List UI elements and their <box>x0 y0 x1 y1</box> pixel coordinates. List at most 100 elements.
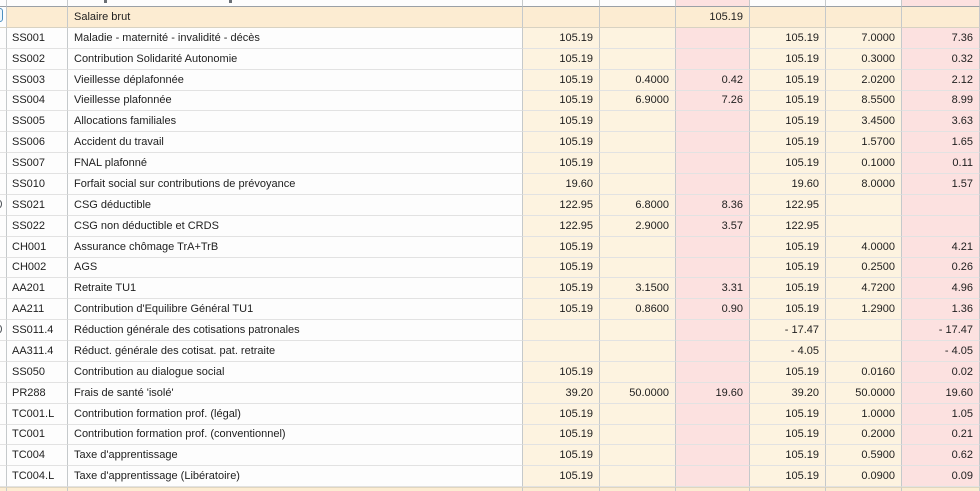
label-cell[interactable]: CSG déductible <box>68 194 523 216</box>
rate-employer-cell[interactable] <box>826 341 902 362</box>
base-employee-cell[interactable]: 105.19 <box>523 27 600 49</box>
rate-employee-cell[interactable] <box>600 361 676 383</box>
rate-employee-cell[interactable] <box>600 424 676 446</box>
rate-employee-cell[interactable]: 50.0000 <box>600 382 676 404</box>
base-employer-cell[interactable] <box>750 7 826 28</box>
amount-employer-cell[interactable]: 0.21 <box>902 424 980 446</box>
base-employee-cell[interactable] <box>523 7 600 28</box>
code-cell[interactable]: CH002 <box>7 257 68 279</box>
base-employee-cell[interactable]: 105.19 <box>523 361 600 383</box>
amount-employee-cell[interactable] <box>676 403 750 425</box>
base-employer-cell[interactable]: 105.19 <box>750 111 826 133</box>
base-employee-cell[interactable]: 105.19 <box>523 424 600 446</box>
base-employer-cell[interactable]: 19.60 <box>750 174 826 195</box>
label-cell[interactable]: AGS <box>68 257 523 279</box>
rate-employer-cell[interactable]: 0.5900 <box>826 445 902 467</box>
rate-employee-cell[interactable] <box>600 341 676 362</box>
rate-employer-cell[interactable]: 1.0000 <box>826 403 902 425</box>
base-employer-cell[interactable]: 122.95 <box>750 215 826 237</box>
rate-employee-cell[interactable] <box>600 132 676 154</box>
amount-employer-cell[interactable]: 1.05 <box>902 403 980 425</box>
code-cell[interactable]: AA211 <box>7 299 68 321</box>
base-employer-cell[interactable]: 105.19 <box>750 257 826 279</box>
label-cell[interactable]: Contribution formation prof. (légal) <box>68 403 523 425</box>
code-cell[interactable]: TC004 <box>7 445 68 467</box>
base-employer-cell[interactable]: 105.19 <box>750 403 826 425</box>
amount-employer-cell[interactable]: 1.57 <box>902 174 980 195</box>
code-cell[interactable]: AA311.4 <box>7 341 68 362</box>
base-employee-cell[interactable]: 105.19 <box>523 403 600 425</box>
amount-employee-cell[interactable]: 7.26 <box>676 90 750 112</box>
code-cell[interactable]: SS021 <box>7 194 68 216</box>
base-employee-cell[interactable]: 122.95 <box>523 215 600 237</box>
base-employee-cell[interactable]: 105.19 <box>523 111 600 133</box>
amount-employer-cell[interactable]: 2.12 <box>902 69 980 91</box>
amount-employee-cell[interactable]: 3.31 <box>676 278 750 300</box>
rate-employee-cell[interactable] <box>600 403 676 425</box>
label-cell[interactable]: Assurance chômage TrA+TrB <box>68 236 523 258</box>
amount-employee-cell[interactable]: 3.57 <box>676 215 750 237</box>
amount-employer-cell[interactable]: 8.99 <box>902 90 980 112</box>
code-cell[interactable]: SS007 <box>7 153 68 174</box>
code-cell[interactable]: SS002 <box>7 48 68 70</box>
base-employer-cell[interactable]: 105.19 <box>750 466 826 488</box>
rate-employer-cell[interactable]: 0.0900 <box>826 466 902 488</box>
amount-employee-cell[interactable]: 19.60 <box>676 382 750 404</box>
code-cell[interactable]: SS006 <box>7 132 68 154</box>
base-employee-cell[interactable]: 105.19 <box>523 153 600 174</box>
code-cell[interactable]: CH001 <box>7 236 68 258</box>
label-cell[interactable]: FNAL plafonné <box>68 153 523 174</box>
rate-employer-cell[interactable]: 50.0000 <box>826 382 902 404</box>
amount-employer-cell[interactable]: 1.36 <box>902 299 980 321</box>
label-cell[interactable]: Réduction générale des cotisations patro… <box>68 320 523 341</box>
amount-employee-cell[interactable]: 8.36 <box>676 194 750 216</box>
code-cell[interactable]: SS003 <box>7 69 68 91</box>
rate-employee-cell[interactable]: 2.9000 <box>600 215 676 237</box>
base-employee-cell[interactable]: 105.19 <box>523 48 600 70</box>
base-employee-cell[interactable] <box>523 341 600 362</box>
base-employee-cell[interactable]: 39.20 <box>523 382 600 404</box>
amount-employer-cell[interactable]: 4.96 <box>902 278 980 300</box>
rate-employee-cell[interactable]: 0.8600 <box>600 299 676 321</box>
amount-employer-cell[interactable]: 3.63 <box>902 111 980 133</box>
amount-employee-cell[interactable] <box>676 174 750 195</box>
rate-employee-cell[interactable] <box>600 27 676 49</box>
amount-employee-cell[interactable] <box>676 466 750 488</box>
rate-employee-cell[interactable] <box>600 466 676 488</box>
code-cell[interactable]: AA201 <box>7 278 68 300</box>
rate-employee-cell[interactable] <box>600 7 676 28</box>
base-employer-cell[interactable]: 105.19 <box>750 90 826 112</box>
base-employee-cell[interactable]: 105.19 <box>523 278 600 300</box>
rate-employer-cell[interactable] <box>826 215 902 237</box>
rate-employer-cell[interactable]: 1.5700 <box>826 132 902 154</box>
rate-employer-cell[interactable]: 0.3000 <box>826 48 902 70</box>
label-cell[interactable]: Vieillesse plafonnée <box>68 90 523 112</box>
amount-employer-cell[interactable]: 19.60 <box>902 382 980 404</box>
rate-employee-cell[interactable]: 6.8000 <box>600 194 676 216</box>
code-cell[interactable]: SS011.4 <box>7 320 68 341</box>
amount-employee-cell[interactable]: 0.90 <box>676 299 750 321</box>
rate-employee-cell[interactable]: 0.4000 <box>600 69 676 91</box>
rate-employee-cell[interactable] <box>600 48 676 70</box>
rate-employee-cell[interactable] <box>600 445 676 467</box>
base-employer-cell[interactable]: 105.19 <box>750 69 826 91</box>
amount-employer-cell[interactable]: 0.02 <box>902 361 980 383</box>
code-cell[interactable]: PR288 <box>7 382 68 404</box>
rate-employer-cell[interactable]: 8.0000 <box>826 174 902 195</box>
base-employer-cell[interactable]: 105.19 <box>750 424 826 446</box>
rate-employer-cell[interactable]: 1.2900 <box>826 299 902 321</box>
amount-employer-cell[interactable]: 1.65 <box>902 132 980 154</box>
rate-employer-cell[interactable]: 4.7200 <box>826 278 902 300</box>
rate-employee-cell[interactable]: 3.1500 <box>600 278 676 300</box>
amount-employee-cell[interactable] <box>676 361 750 383</box>
amount-employee-cell[interactable]: 0.42 <box>676 69 750 91</box>
label-cell[interactable]: Allocations familiales <box>68 111 523 133</box>
amount-employer-cell[interactable]: 4.21 <box>902 236 980 258</box>
base-employer-cell[interactable]: 105.19 <box>750 27 826 49</box>
base-employer-cell[interactable]: 122.95 <box>750 194 826 216</box>
base-employer-cell[interactable]: - 17.47 <box>750 320 826 341</box>
amount-employee-cell[interactable] <box>676 445 750 467</box>
base-employee-cell[interactable]: 105.19 <box>523 132 600 154</box>
rate-employer-cell[interactable]: 0.1000 <box>826 153 902 174</box>
label-cell[interactable]: Vieillesse déplafonnée <box>68 69 523 91</box>
